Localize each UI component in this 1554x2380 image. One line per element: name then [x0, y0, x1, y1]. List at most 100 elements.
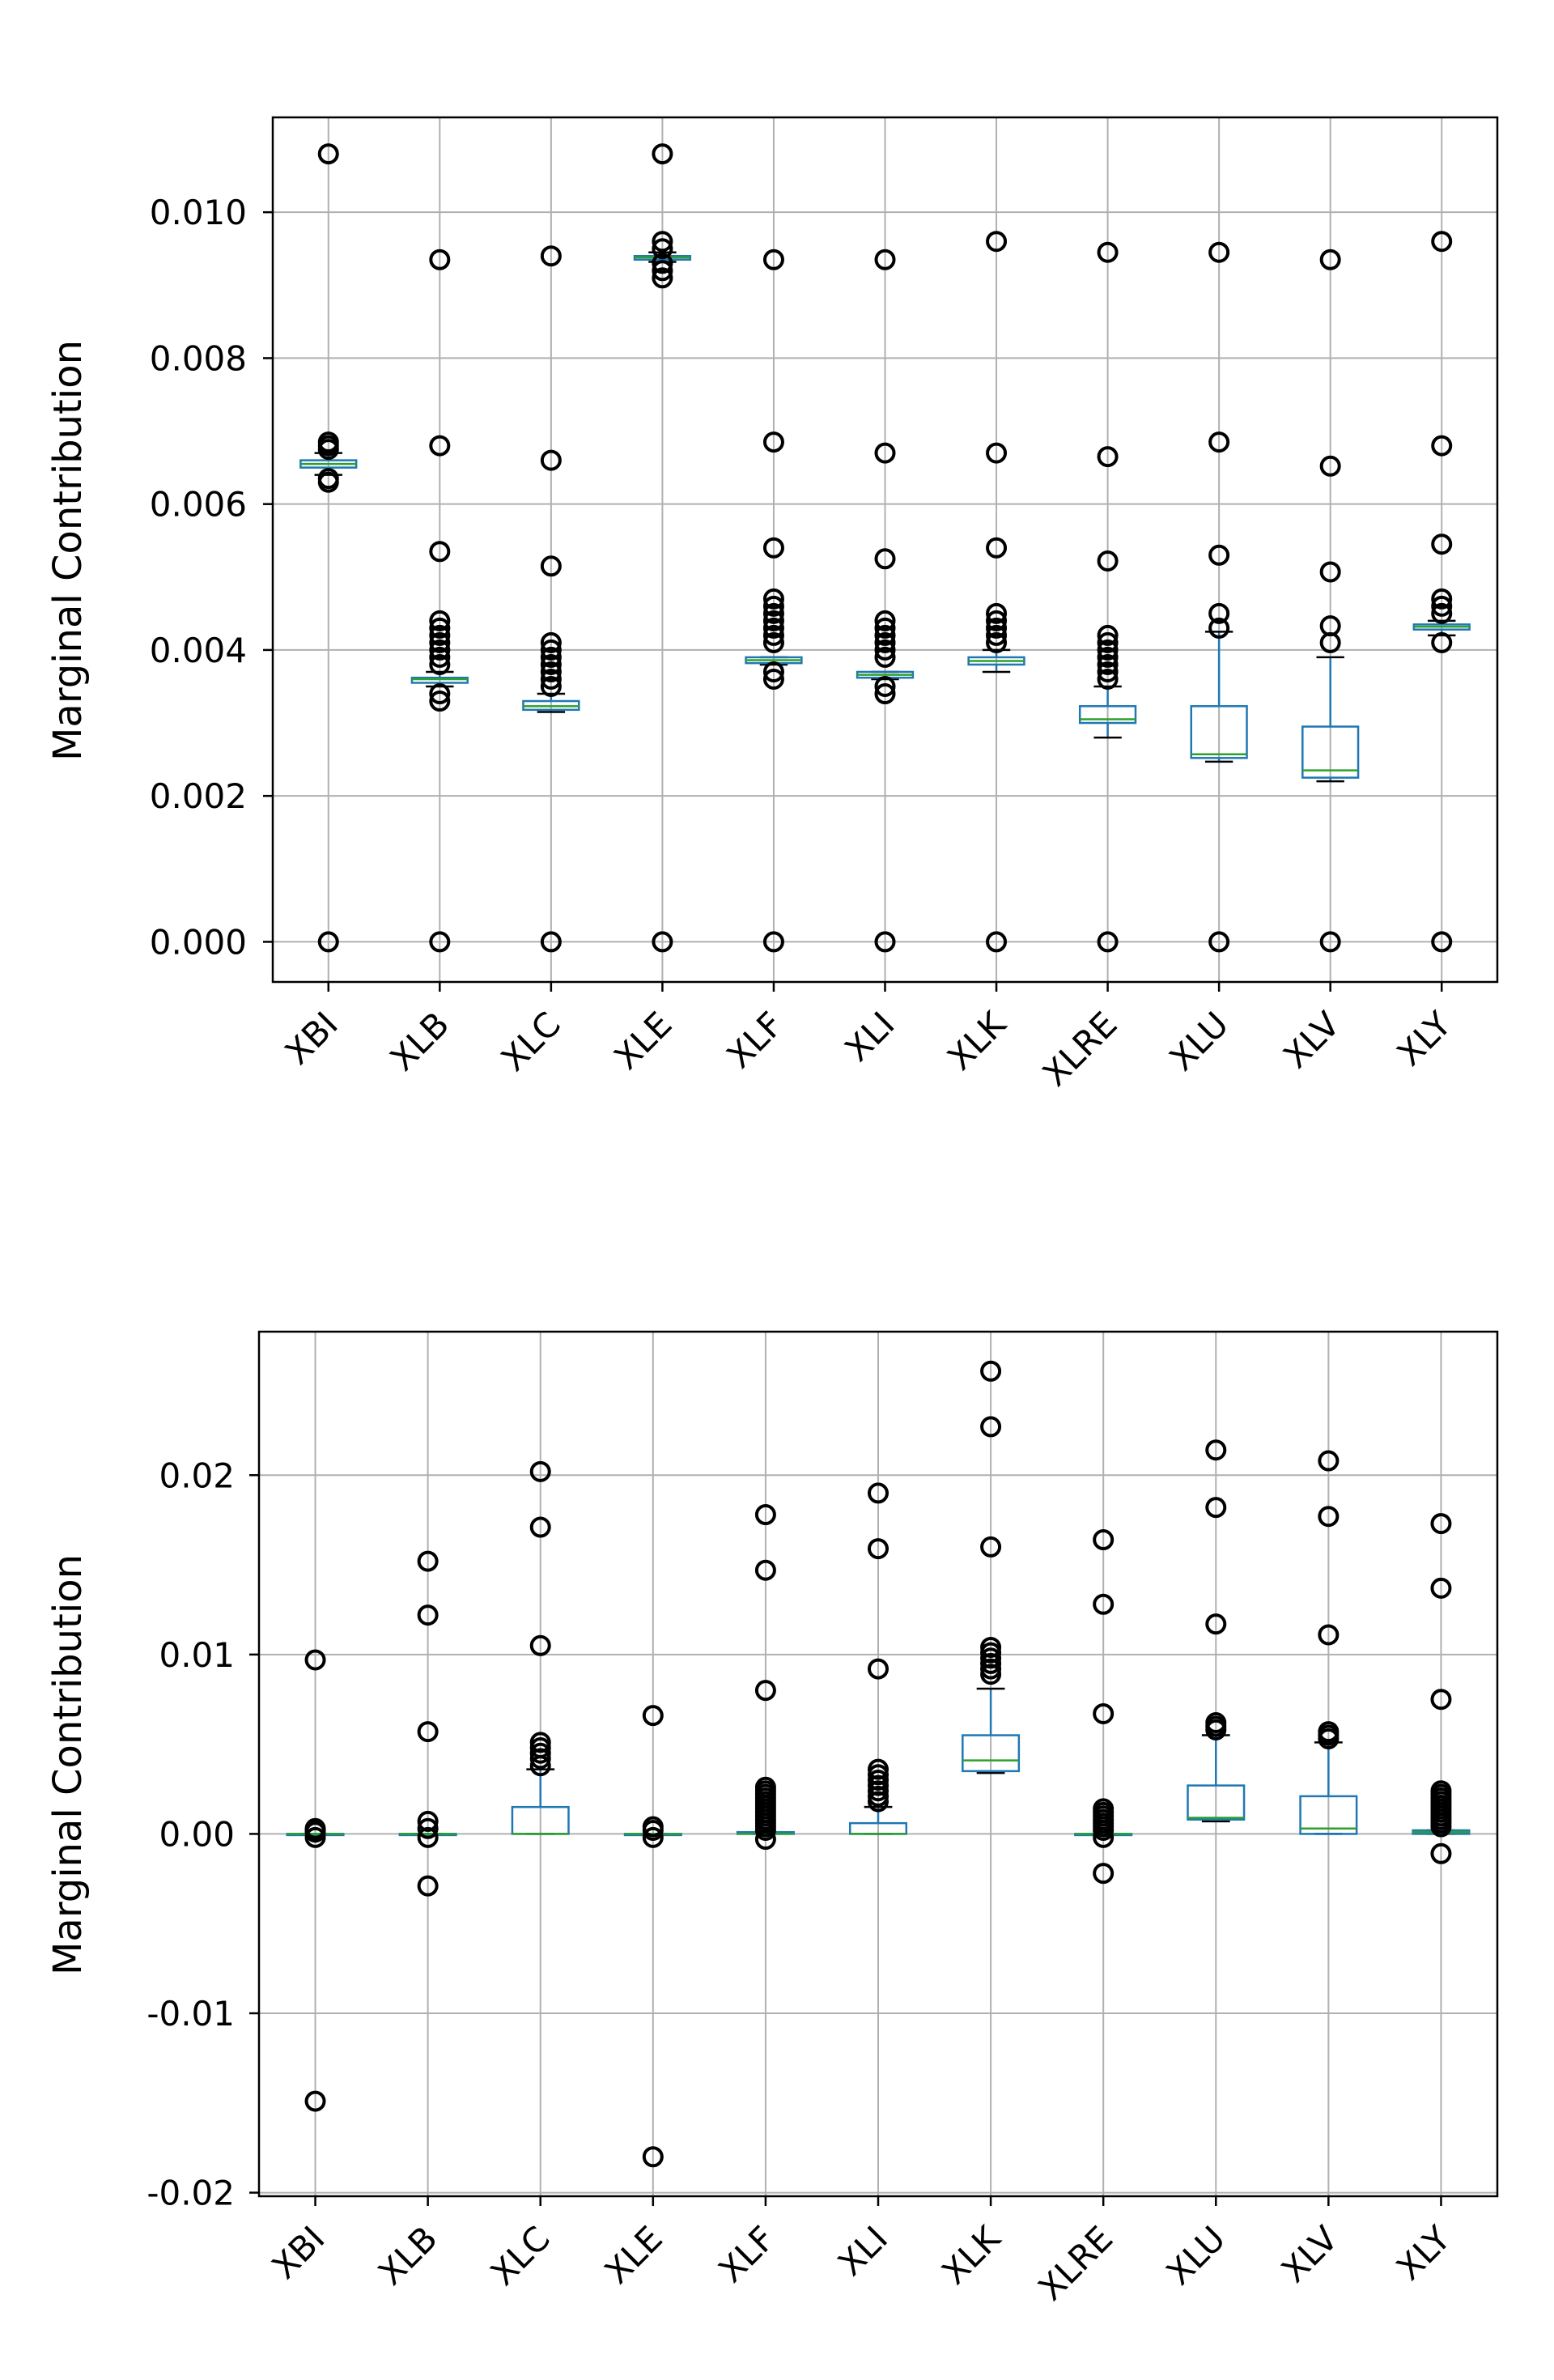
x-tick-label: XLV [1276, 1004, 1348, 1076]
box-XLK [962, 1360, 1021, 1774]
outlier-point [980, 1416, 1002, 1438]
outlier-point [1208, 617, 1230, 639]
outlier-point [980, 1636, 1002, 1658]
outlier-point [1208, 931, 1230, 953]
outlier-point [1318, 1450, 1340, 1472]
subplot-1: 0.000 0.002 0.004 0.006 0.008 0.010 XBI XLB XLC X… [45, 116, 1499, 1094]
box-XLB [398, 1550, 457, 1897]
outlier-point [1208, 241, 1230, 263]
box-XLV [1301, 249, 1360, 953]
outlier-point [874, 931, 896, 953]
outlier-point [1431, 602, 1453, 624]
outlier-point [652, 931, 673, 953]
outlier-point [874, 624, 896, 646]
outlier-point [1431, 595, 1453, 617]
y-tick-label: 0.02 [159, 1456, 235, 1495]
outlier-point [1430, 1842, 1452, 1864]
outlier-point [762, 537, 784, 559]
outlier-point [429, 631, 451, 653]
outlier-point [762, 631, 784, 653]
outlier-point [1319, 931, 1341, 953]
box-XBI [286, 1649, 345, 2112]
outlier-point [1097, 631, 1119, 653]
box-XLI [856, 249, 915, 953]
outlier-point [762, 610, 784, 631]
outlier-point [874, 249, 896, 270]
x-tick-label: XLK [934, 2217, 1008, 2292]
outlier-point [762, 617, 784, 639]
outlier-point [429, 541, 451, 563]
outlier-point [874, 683, 896, 704]
outlier-point [304, 1649, 326, 1671]
outlier-point [874, 646, 896, 668]
outlier-point [417, 1810, 439, 1832]
iqr-box [1301, 725, 1360, 779]
outlier-point [762, 624, 784, 646]
outlier-point [417, 1604, 439, 1626]
outlier-point [874, 617, 896, 639]
outlier-point [1430, 1577, 1452, 1599]
x-tick-label: XLF [719, 1004, 791, 1076]
box-XLRE [1074, 1529, 1133, 1885]
outlier-point [652, 253, 673, 274]
outlier-point [980, 1536, 1002, 1558]
x-tick-label: XLV [1274, 2218, 1346, 2290]
outlier-point [986, 624, 1008, 646]
outlier-point [1430, 1689, 1452, 1711]
box-XLC [522, 245, 580, 953]
x-tick-label: XLE [597, 2218, 670, 2291]
outlier-point [868, 1482, 889, 1504]
y-tick-label: 0.00 [159, 1814, 235, 1854]
y-tick-label: 0.008 [150, 338, 247, 378]
outlier-point [754, 1776, 776, 1798]
outlier-point [1208, 431, 1230, 453]
outlier-point [429, 249, 451, 270]
outlier-point [529, 1460, 551, 1482]
outlier-point [540, 245, 562, 267]
outlier-point [642, 1816, 664, 1838]
outlier-point [1208, 602, 1230, 624]
outlier-point [762, 595, 784, 617]
x-tick-label: XBI [264, 2218, 332, 2286]
outlier-point [762, 588, 784, 610]
outlier-point [1430, 1780, 1452, 1802]
x-tick-label: XBI [278, 1004, 346, 1072]
box-XLK [967, 231, 1025, 953]
outlier-point [754, 1829, 776, 1851]
y-axis-label: Marginal Contribution [45, 1554, 91, 1975]
outlier-point [986, 537, 1008, 559]
x-tick-label: XLY [1389, 2218, 1458, 2288]
x-tick-label: XLF [711, 2218, 783, 2290]
outlier-point [762, 661, 784, 682]
box-XLC [511, 1460, 570, 1835]
subplot-2: -0.02 -0.01 0.00 0.01 0.02 XBI XLB XLC XLE XLF XLI… [45, 1330, 1499, 2308]
outlier-point [529, 1634, 551, 1656]
x-tick-label: XLRE [1030, 2218, 1120, 2308]
x-tick-label: XLI [837, 1004, 902, 1069]
outlier-point [868, 1658, 889, 1680]
box-XLB [410, 249, 469, 953]
box-XLF [745, 249, 803, 953]
outlier-point [1097, 668, 1119, 690]
y-tick-label: 0.01 [159, 1635, 235, 1675]
outlier-point [980, 1360, 1002, 1382]
outlier-point [1431, 631, 1453, 653]
box-XLV [1299, 1450, 1358, 1835]
y-tick-label: -0.01 [146, 1994, 235, 2034]
outlier-point [1093, 1702, 1115, 1724]
iqr-box [1299, 1795, 1358, 1835]
outlier-point [540, 555, 562, 577]
y-tick-label: -0.02 [146, 2174, 235, 2213]
x-tick-label: XLB [371, 2218, 445, 2293]
outlier-point [1097, 661, 1119, 682]
outlier-point [417, 1826, 439, 1848]
outlier-point [986, 231, 1008, 253]
outlier-point [1097, 931, 1119, 953]
x-tick-label: XLK [940, 1003, 1014, 1077]
outlier-point [540, 449, 562, 471]
plot-frame [271, 116, 1499, 984]
iqr-box [962, 1734, 1021, 1773]
outlier-point [986, 631, 1008, 653]
outlier-point [1208, 544, 1230, 566]
outlier-point [1319, 615, 1341, 637]
